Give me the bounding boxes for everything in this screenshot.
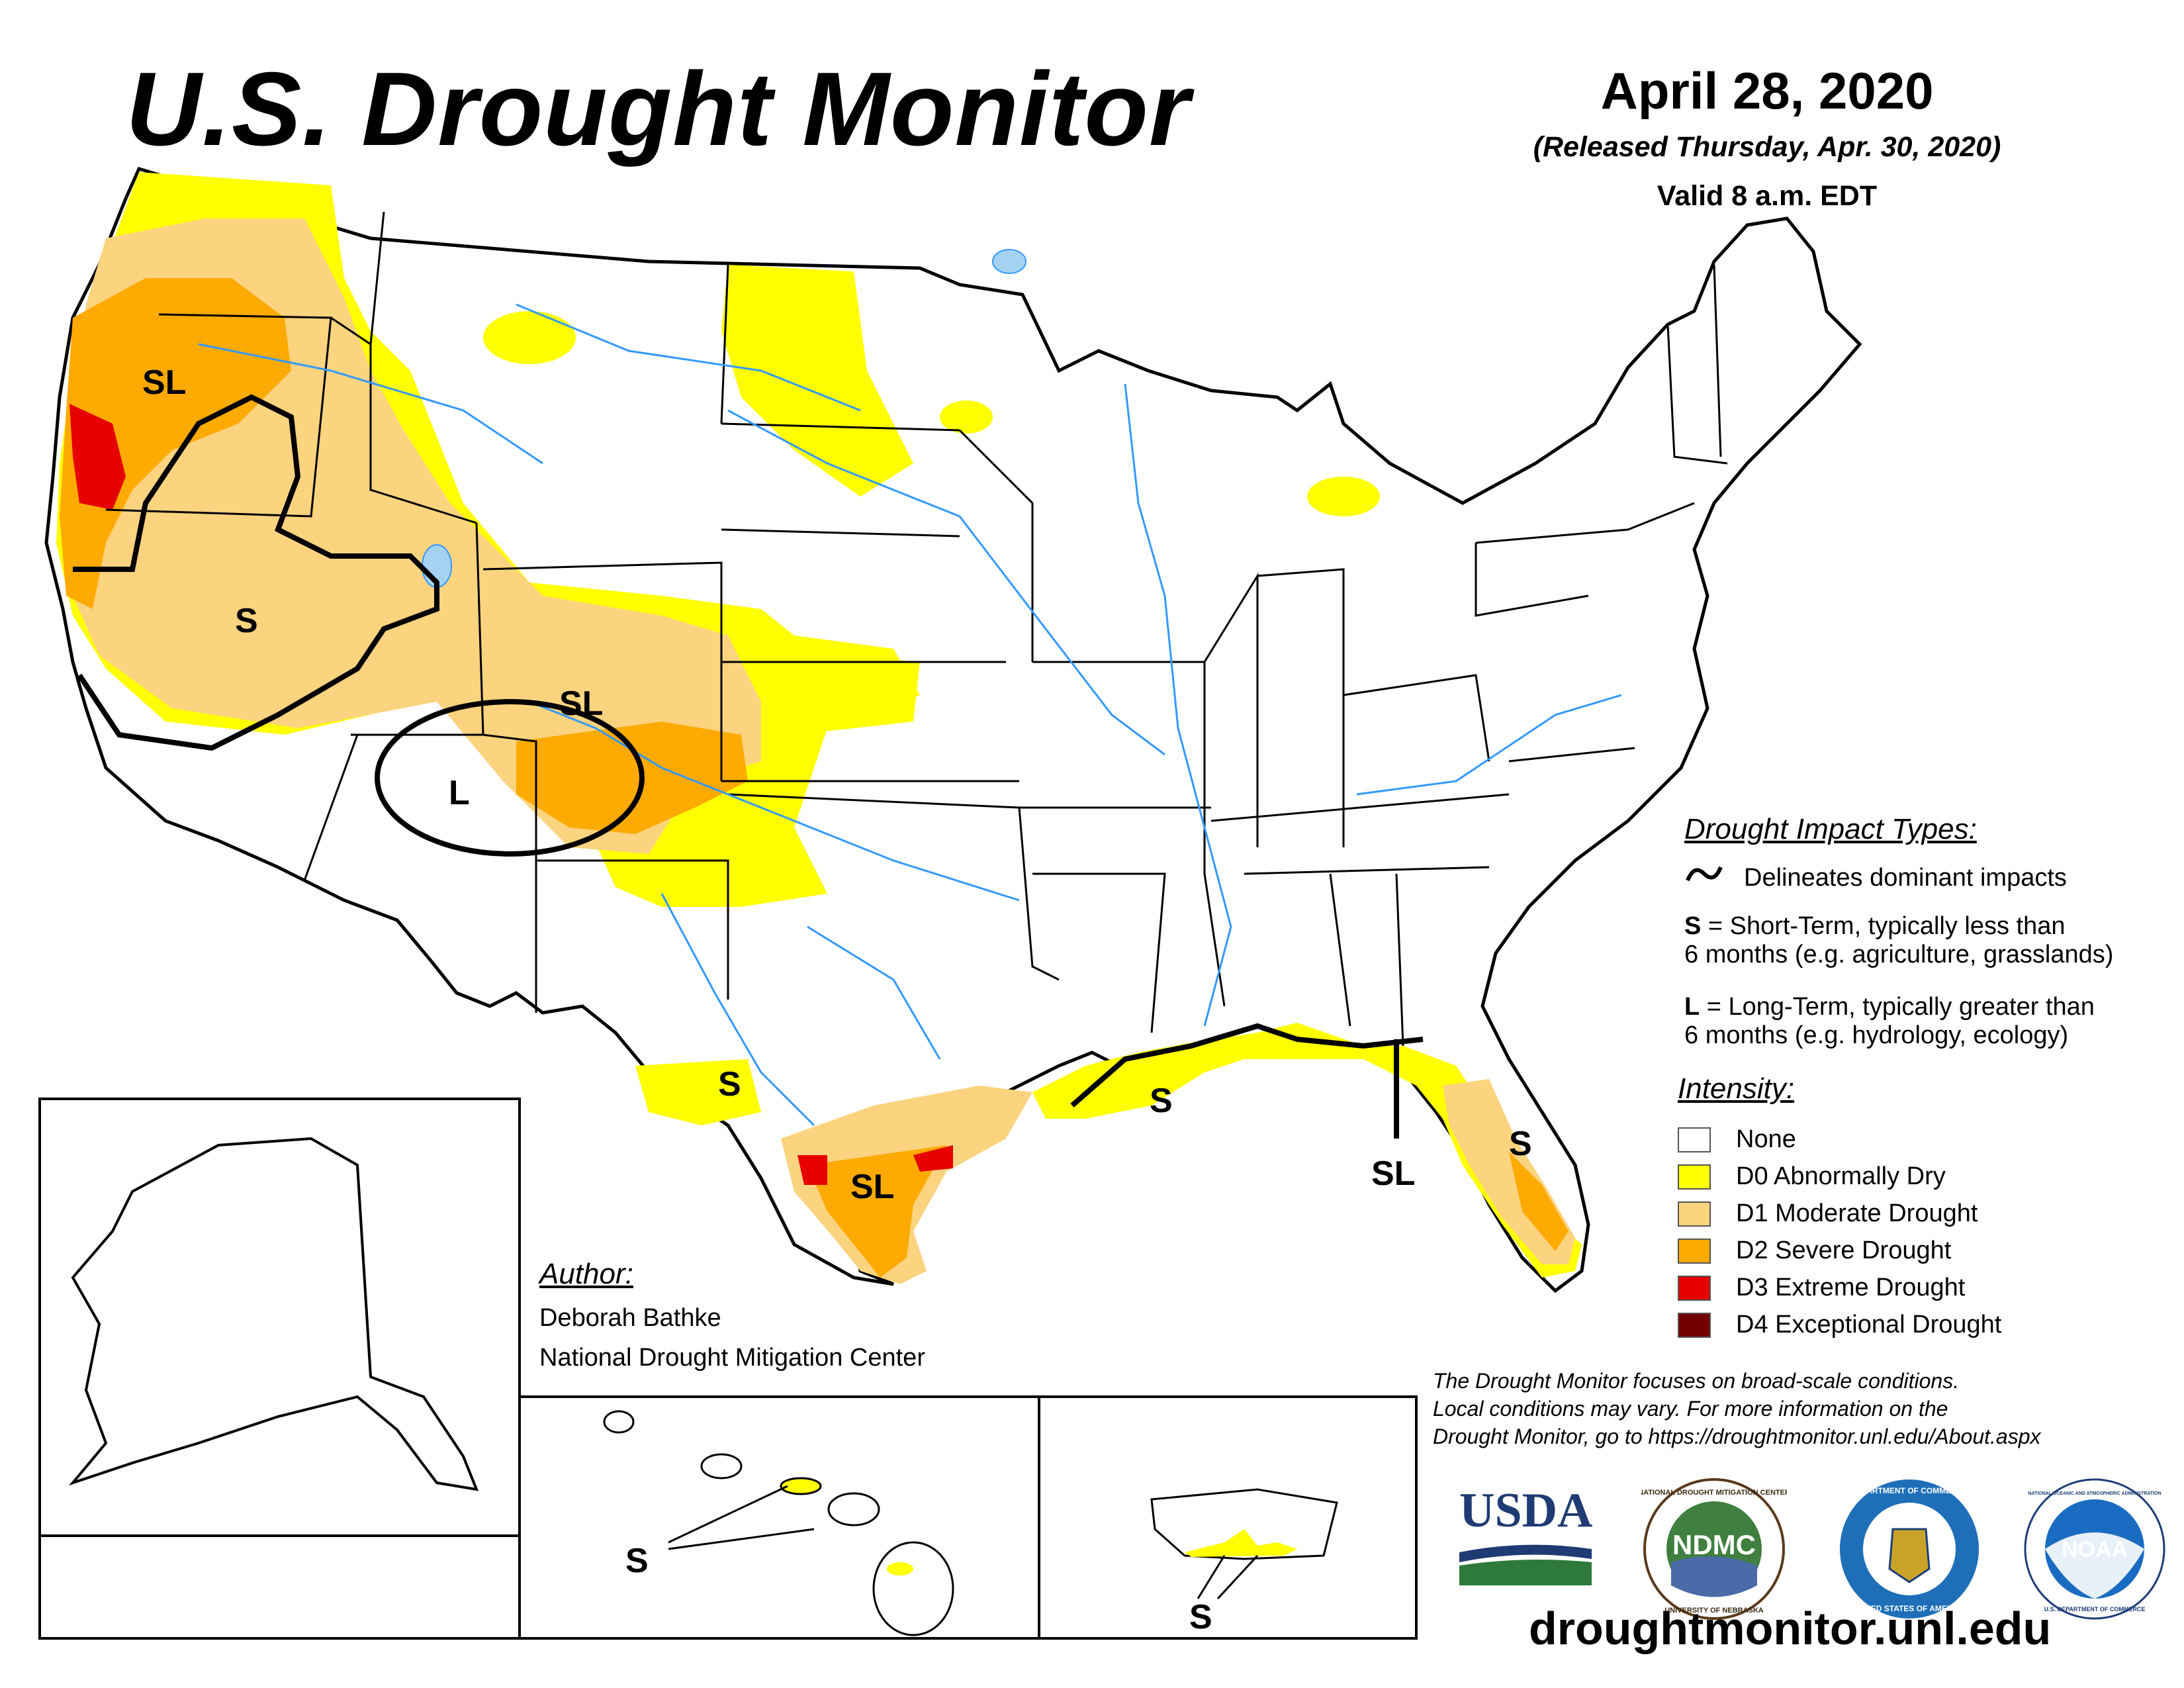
state-borders <box>105 211 1728 1047</box>
short-term-description: S = Short-Term, typically less than 6 mo… <box>1684 912 2113 969</box>
note-line-1: The Drought Monitor focuses on broad-sca… <box>1433 1369 1960 1393</box>
label-pacific-nw: SL <box>142 363 186 402</box>
long-term-line2: 6 months (e.g. hydrology, ecology) <box>1684 1021 2069 1049</box>
drought-d0-minnesota <box>940 400 993 434</box>
impact-types-title: Drought Impact Types: <box>1684 813 1977 845</box>
label-florida: S <box>1509 1125 1532 1163</box>
impact-line-sample-icon <box>1684 861 1724 890</box>
valid-time: Valid 8 a.m. EDT <box>1657 180 1878 212</box>
ndmc-logo: NATIONAL DROUGHT MITIGATION CENTER UNIVE… <box>1638 1476 1790 1622</box>
short-term-key: S <box>1684 912 1702 940</box>
usda-logo: USDA <box>1459 1483 1593 1585</box>
intensity-label-d2: D2 Severe Drought <box>1736 1237 1952 1264</box>
impact-delineates-label: Delineates dominant impacts <box>1744 864 2067 892</box>
intensity-item-none: None <box>1678 1125 1796 1154</box>
hawaii-inset <box>518 1395 1040 1640</box>
commerce-seal: DEPARTMENT OF COMMERCE UNITED STATES OF … <box>1837 1476 1982 1622</box>
impact-boundaries <box>73 394 1424 1139</box>
intensity-item-d2: D2 Severe Drought <box>1678 1237 1951 1265</box>
intensity-item-d0: D0 Abnormally Dry <box>1678 1162 1946 1191</box>
author-title: Author: <box>539 1258 633 1290</box>
short-term-line1: = Short-Term, typically less than <box>1701 912 2066 940</box>
drought-d0-michigan <box>1307 477 1380 516</box>
intensity-label-d1: D1 Moderate Drought <box>1736 1199 1978 1227</box>
label-gulf-coast: S <box>1150 1082 1173 1120</box>
label-south-texas: SL <box>850 1168 894 1206</box>
drought-d0-kansas <box>748 649 920 735</box>
label-florida-panhandle: SL <box>1371 1154 1415 1193</box>
intensity-swatch-d0 <box>1678 1164 1711 1190</box>
noaa-ring-top: NATIONAL OCEANIC AND ATMOSPHERIC ADMINIS… <box>2028 1491 2161 1496</box>
label-west-texas: S <box>718 1065 741 1103</box>
alaska-inset <box>38 1098 521 1640</box>
label-four-corners: L <box>449 774 470 812</box>
drought-d2-colorado <box>516 722 748 834</box>
drought-d2-florida <box>1509 1152 1569 1251</box>
long-term-key: L <box>1684 993 1700 1021</box>
intensity-swatch-d4 <box>1678 1312 1711 1338</box>
disclaimer-note: The Drought Monitor focuses on broad-sca… <box>1433 1367 2174 1450</box>
drought-d2-south-texas <box>807 1145 946 1278</box>
author-name: Deborah Bathke <box>539 1304 721 1332</box>
puerto-rico-inset <box>1038 1395 1418 1640</box>
intensity-swatch-d1 <box>1678 1201 1711 1227</box>
drought-d0-plains <box>721 265 913 496</box>
note-line-2: Local conditions may vary. For more info… <box>1433 1397 1948 1421</box>
ndmc-ring-bottom: UNIVERSITY OF NEBRASKA <box>1664 1607 1764 1615</box>
drought-d0-montana <box>483 311 576 364</box>
intensity-label-d3: D3 Extreme Drought <box>1736 1274 1966 1301</box>
drought-d0-west-texas <box>635 1059 761 1125</box>
drought-d3-or-ca <box>69 404 126 510</box>
intensity-label-d0: D0 Abnormally Dry <box>1736 1162 1946 1190</box>
eagle-shield-icon <box>1888 1528 1931 1583</box>
drought-d2-pacific <box>60 278 291 609</box>
intensity-swatch-d2 <box>1678 1238 1711 1264</box>
website-link[interactable]: droughtmonitor.unl.edu <box>1529 1603 2052 1654</box>
intensity-item-d4: D4 Exceptional Drought <box>1678 1311 2001 1339</box>
commerce-ring-bottom: UNITED STATES OF AMERICA <box>1852 1604 1967 1613</box>
noaa-logo-text: NOAA <box>2061 1537 2128 1562</box>
note-line-3: Drought Monitor, go to https://droughtmo… <box>1433 1425 2041 1448</box>
usda-logo-swoosh-icon <box>1459 1544 1592 1585</box>
noaa-ring-bottom: U.S. DEPARTMENT OF COMMERCE <box>2044 1606 2146 1613</box>
noaa-bird-icon <box>2045 1532 2144 1599</box>
map-title: U.S. Drought Monitor <box>126 51 1191 167</box>
label-hawaii: S <box>625 1542 649 1580</box>
intensity-item-d1: D1 Moderate Drought <box>1678 1199 1978 1228</box>
ndmc-logo-text: NDMC <box>1672 1529 1756 1560</box>
rivers <box>198 303 1622 1127</box>
label-colorado: SL <box>559 684 603 723</box>
long-term-description: L = Long-Term, typically greater than 6 … <box>1684 993 2095 1050</box>
ndmc-ring-top: NATIONAL DROUGHT MITIGATION CENTER <box>1641 1489 1787 1497</box>
intensity-item-d3: D3 Extreme Drought <box>1678 1274 1965 1302</box>
label-puerto-rico: S <box>1189 1598 1212 1636</box>
intensity-label-none: None <box>1736 1125 1796 1153</box>
noaa-logo: NATIONAL OCEANIC AND ATMOSPHERIC ADMINIS… <box>2022 1476 2167 1622</box>
drought-d3-south-texas <box>797 1145 953 1185</box>
intensity-title: Intensity: <box>1678 1072 1795 1105</box>
release-date: (Released Thursday, Apr. 30, 2020) <box>1533 131 2001 163</box>
intensity-swatch-d3 <box>1678 1275 1711 1301</box>
label-great-basin: S <box>235 602 258 640</box>
usda-logo-text: USDA <box>1459 1483 1593 1538</box>
intensity-swatch-none <box>1678 1127 1711 1152</box>
map-date: April 28, 2020 <box>1600 62 1934 120</box>
long-term-line1: = Long-Term, typically greater than <box>1700 993 2095 1021</box>
commerce-ring-top: DEPARTMENT OF COMMERCE <box>1850 1486 1968 1495</box>
intensity-label-d4: D4 Exceptional Drought <box>1736 1311 2002 1338</box>
short-term-line2: 6 months (e.g. agriculture, grasslands) <box>1684 941 2114 968</box>
author-org: National Drought Mitigation Center <box>539 1344 925 1372</box>
